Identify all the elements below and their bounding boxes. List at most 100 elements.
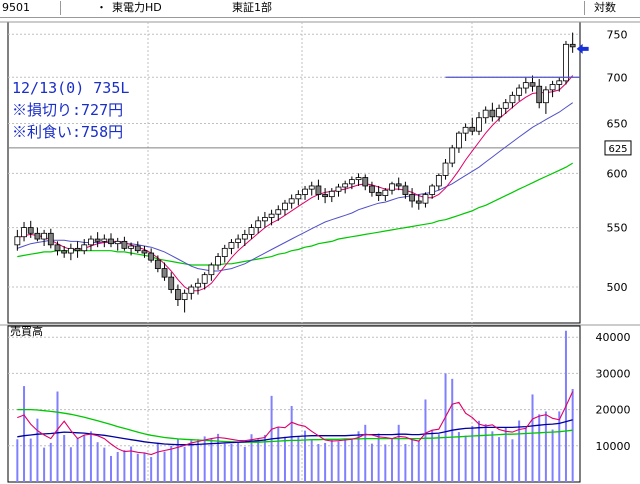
volume-bar bbox=[183, 446, 186, 482]
current-price-box bbox=[604, 140, 632, 156]
candle-body bbox=[502, 102, 509, 109]
annotation-stop-loss: ※損切り:727円 bbox=[12, 101, 123, 119]
volume-bar bbox=[76, 437, 79, 482]
volume-bar bbox=[364, 424, 367, 482]
annotation-take-profit: ※利食い:758円 bbox=[12, 123, 123, 141]
volume-bar bbox=[223, 443, 226, 482]
volume-bar bbox=[290, 406, 293, 482]
candle-body bbox=[456, 132, 462, 149]
volume-bar bbox=[150, 457, 153, 482]
volume-bar bbox=[498, 437, 501, 482]
candle-body bbox=[328, 190, 335, 198]
candle-body bbox=[496, 107, 502, 118]
candle-body bbox=[389, 183, 395, 191]
header-divider bbox=[584, 1, 585, 15]
candle-body bbox=[261, 217, 268, 222]
candle-body bbox=[161, 268, 168, 278]
volume-bar bbox=[136, 453, 139, 482]
candle-body bbox=[308, 185, 315, 190]
candle-body bbox=[235, 238, 242, 243]
volume-bar bbox=[464, 435, 467, 482]
candle-body bbox=[489, 109, 496, 118]
volume-bar bbox=[23, 386, 26, 482]
candle-body bbox=[563, 43, 569, 82]
scale-label: 対数 bbox=[594, 1, 616, 14]
candle-body bbox=[108, 238, 114, 245]
volume-bar bbox=[484, 424, 487, 482]
candle-body bbox=[47, 232, 54, 246]
volume-bar bbox=[103, 447, 106, 482]
stock-chart: 750 700 650 600 550 500 625 40000 30000 20000 1000… bbox=[0, 21, 640, 483]
candle-body bbox=[81, 244, 88, 252]
volume-bar bbox=[404, 444, 407, 482]
volume-tick-label: 10000 bbox=[596, 440, 631, 453]
volume-bar bbox=[170, 445, 173, 482]
candle-body bbox=[61, 250, 68, 254]
candle-body bbox=[128, 245, 134, 249]
volume-bar bbox=[217, 433, 220, 482]
volume-bar bbox=[491, 431, 494, 482]
candle-body bbox=[134, 245, 141, 252]
volume-tick-label: 30000 bbox=[596, 367, 631, 380]
volume-bar bbox=[377, 433, 380, 482]
candle-body bbox=[228, 242, 235, 249]
candle-body bbox=[509, 94, 516, 104]
volume-bar bbox=[243, 446, 246, 482]
candle-body bbox=[241, 234, 248, 240]
volume-bar bbox=[317, 444, 320, 482]
volume-bar bbox=[56, 391, 59, 482]
candle-body bbox=[409, 194, 415, 202]
candle-body bbox=[302, 188, 308, 195]
candle-body bbox=[469, 126, 476, 132]
candle-body bbox=[536, 85, 543, 104]
candle-body bbox=[335, 186, 342, 192]
candle-body bbox=[154, 259, 161, 269]
volume-bar bbox=[196, 439, 199, 482]
volume-bar bbox=[457, 432, 460, 482]
candle-body bbox=[542, 89, 549, 104]
candle-body bbox=[255, 220, 262, 229]
volume-bar bbox=[424, 399, 427, 482]
annotation-entry: 12/13(0) 735L bbox=[12, 79, 129, 97]
volume-bar bbox=[304, 430, 307, 482]
volume-bar bbox=[471, 425, 474, 482]
candle-body bbox=[442, 162, 449, 176]
volume-ma-mid-line bbox=[17, 419, 573, 446]
candle-body bbox=[569, 43, 576, 48]
candle-body bbox=[295, 194, 302, 200]
ma-long-line bbox=[17, 162, 574, 266]
candle-body bbox=[322, 194, 329, 198]
candle-body bbox=[88, 238, 94, 246]
volume-bar bbox=[324, 442, 327, 482]
volume-bar bbox=[417, 441, 420, 482]
candle-body bbox=[415, 200, 422, 204]
volume-bar bbox=[83, 434, 86, 482]
candle-body bbox=[482, 109, 489, 119]
volume-ma-long-line bbox=[17, 408, 573, 443]
volume-bar bbox=[250, 434, 253, 482]
volume-bar bbox=[297, 436, 300, 482]
candle-body bbox=[395, 183, 402, 187]
candle-body bbox=[522, 82, 529, 89]
candle-body bbox=[181, 292, 188, 301]
candle-body bbox=[168, 276, 175, 290]
volume-bar bbox=[551, 429, 554, 482]
volume-bar bbox=[130, 446, 133, 482]
candle-body bbox=[201, 274, 208, 284]
volume-bar bbox=[544, 411, 547, 482]
volume-bar bbox=[156, 442, 159, 482]
candle-body bbox=[54, 244, 61, 252]
candle-body bbox=[288, 198, 295, 204]
candle-body bbox=[462, 126, 469, 134]
candle-body bbox=[429, 185, 436, 195]
candle-body bbox=[382, 189, 389, 196]
volume-bar bbox=[163, 451, 166, 482]
volume-bar bbox=[257, 439, 260, 482]
volume-tick-label: 40000 bbox=[596, 331, 631, 344]
candle-body bbox=[114, 240, 121, 245]
volume-bar bbox=[411, 438, 414, 482]
price-annotation: 12/13(0) 735L ※損切り:727円 ※利食い:758円 bbox=[12, 79, 129, 141]
candle-body bbox=[188, 286, 195, 294]
candle-body bbox=[34, 232, 41, 240]
volume-bar bbox=[63, 434, 66, 482]
